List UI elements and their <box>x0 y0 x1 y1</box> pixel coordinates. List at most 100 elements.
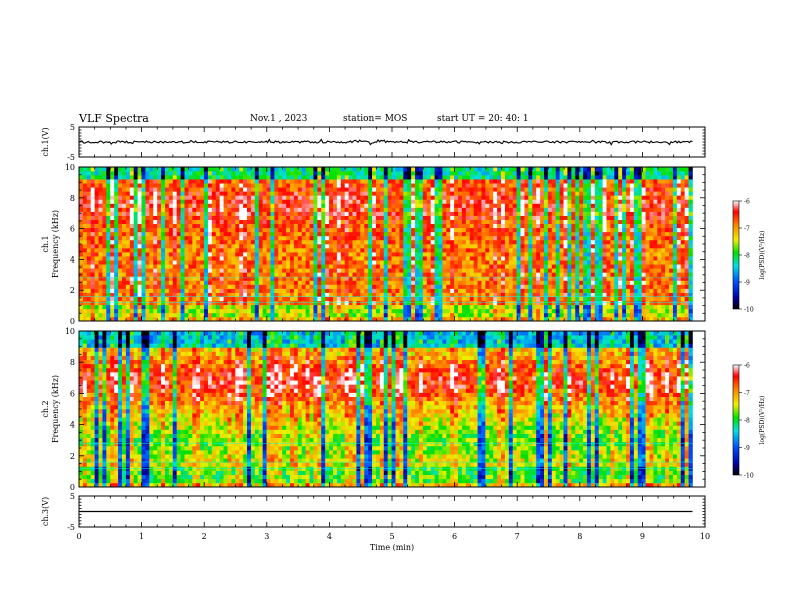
spectrogram-cell <box>497 191 502 196</box>
spectrogram-cell <box>387 211 392 216</box>
spectrogram-cell <box>415 199 420 204</box>
spectrogram-cell <box>223 175 228 180</box>
spectrogram-cell <box>411 280 416 285</box>
spectrogram-cell <box>250 223 256 229</box>
spectrogram-cell <box>161 300 166 306</box>
spectrogram-cell <box>415 183 420 188</box>
spectrogram-cell <box>79 276 84 281</box>
spectrogram-cell <box>290 272 295 277</box>
spectrogram-cell <box>250 211 256 216</box>
spectrogram-cell <box>79 268 84 273</box>
spectrogram-cell <box>438 252 443 257</box>
spectrogram-cell <box>110 288 115 293</box>
spectrogram-cell <box>309 284 314 289</box>
spectrogram-cell <box>571 296 576 302</box>
spectrogram-cell <box>344 304 349 310</box>
spectrogram-cell <box>235 244 240 249</box>
spectrogram-cell <box>137 187 142 192</box>
spectrogram-cell <box>372 308 377 314</box>
spectrogram-cell <box>239 219 244 225</box>
spectrogram-cell <box>332 268 338 273</box>
spectrogram-cell <box>395 312 400 318</box>
spectrogram-cell <box>442 312 447 318</box>
spectrogram-cell <box>520 183 525 188</box>
spectrogram-cell <box>387 296 392 302</box>
spectrogram-cell <box>438 195 443 200</box>
spectrogram-cell <box>196 316 201 322</box>
spectrogram-cell <box>536 235 541 241</box>
spectrogram-cell <box>262 203 267 208</box>
spectrogram-cell <box>266 223 271 229</box>
spectrogram-cell <box>282 244 287 249</box>
spectrogram-cell <box>332 199 338 204</box>
spectrogram-cell <box>336 288 342 293</box>
spectrogram-cell <box>426 312 431 318</box>
spectrogram-cell <box>340 167 346 172</box>
spectrogram-cell <box>477 227 482 233</box>
spectrogram-cell <box>274 187 279 192</box>
spectrogram-cell <box>149 195 154 200</box>
spectrogram-cell <box>297 195 303 200</box>
spectrogram-cell <box>586 244 592 249</box>
spectrogram-cell <box>200 260 205 265</box>
spectrogram-cell <box>305 272 310 277</box>
spectrogram-cell <box>497 304 502 310</box>
spectrogram-cell <box>540 272 545 277</box>
spectrogram-cell <box>430 252 435 257</box>
spectrogram-cell <box>153 239 158 245</box>
spectrogram-cell <box>110 304 115 310</box>
spectrogram-cell <box>125 268 131 273</box>
spectrogram-cell <box>129 175 135 180</box>
spectrogram-cell <box>286 223 291 229</box>
spectrogram-cell <box>145 167 150 172</box>
spectrogram-cell <box>418 272 424 277</box>
spectrogram-cell <box>590 288 596 293</box>
spectrogram-cell <box>215 183 220 188</box>
spectrogram-cell <box>379 276 385 281</box>
spectrogram-cell <box>94 187 99 192</box>
spectrogram-cell <box>403 179 408 184</box>
spectrogram-cell <box>125 252 131 257</box>
spectrogram-cell <box>454 179 459 184</box>
spectrogram-cell <box>547 264 553 269</box>
spectrogram-cell <box>465 183 471 188</box>
spectrogram-cell <box>418 252 424 257</box>
spectrogram-cell <box>563 288 568 293</box>
spectrogram-cell <box>329 296 334 302</box>
spectrogram-cell <box>547 260 553 265</box>
spectrogram-cell <box>188 187 193 192</box>
spectrogram-cell <box>219 296 224 302</box>
spectrogram-cell <box>372 211 377 216</box>
spectrogram-cell <box>305 288 310 293</box>
spectrogram-cell <box>438 284 443 289</box>
spectrogram-cell <box>583 215 588 220</box>
spectrogram-cell <box>157 183 162 188</box>
spectrogram-cell <box>504 272 510 277</box>
spectrogram-cell <box>121 239 127 245</box>
spectrogram-cell <box>586 260 592 265</box>
spectrogram-cell <box>231 223 236 229</box>
spectrogram-cell <box>583 308 588 314</box>
spectrogram-cell <box>321 207 326 212</box>
spectrogram-cell <box>481 316 486 322</box>
spectrogram-cell <box>372 316 377 322</box>
spectrogram-cell <box>348 312 353 318</box>
spectrogram-cell <box>450 215 455 220</box>
spectrogram-cell <box>563 235 568 241</box>
spectrogram-cell <box>94 296 99 302</box>
spectrogram-cell <box>403 195 408 200</box>
spectrogram-cell <box>293 215 299 220</box>
spectrogram-cell <box>102 203 107 208</box>
spectrogram-cell <box>395 304 400 310</box>
spectrogram-cell <box>387 284 392 289</box>
spectrogram-cell <box>313 296 318 302</box>
spectrogram-cell <box>508 272 514 277</box>
spectrogram-cell <box>188 256 193 261</box>
spectrogram-cell <box>524 260 529 265</box>
spectrogram-cell <box>243 239 248 245</box>
spectrogram-cell <box>426 300 431 306</box>
spectrogram-cell <box>567 244 572 249</box>
spectrogram-cell <box>184 280 189 285</box>
spectrogram-cell <box>254 292 260 297</box>
spectrogram-cell <box>102 211 107 216</box>
